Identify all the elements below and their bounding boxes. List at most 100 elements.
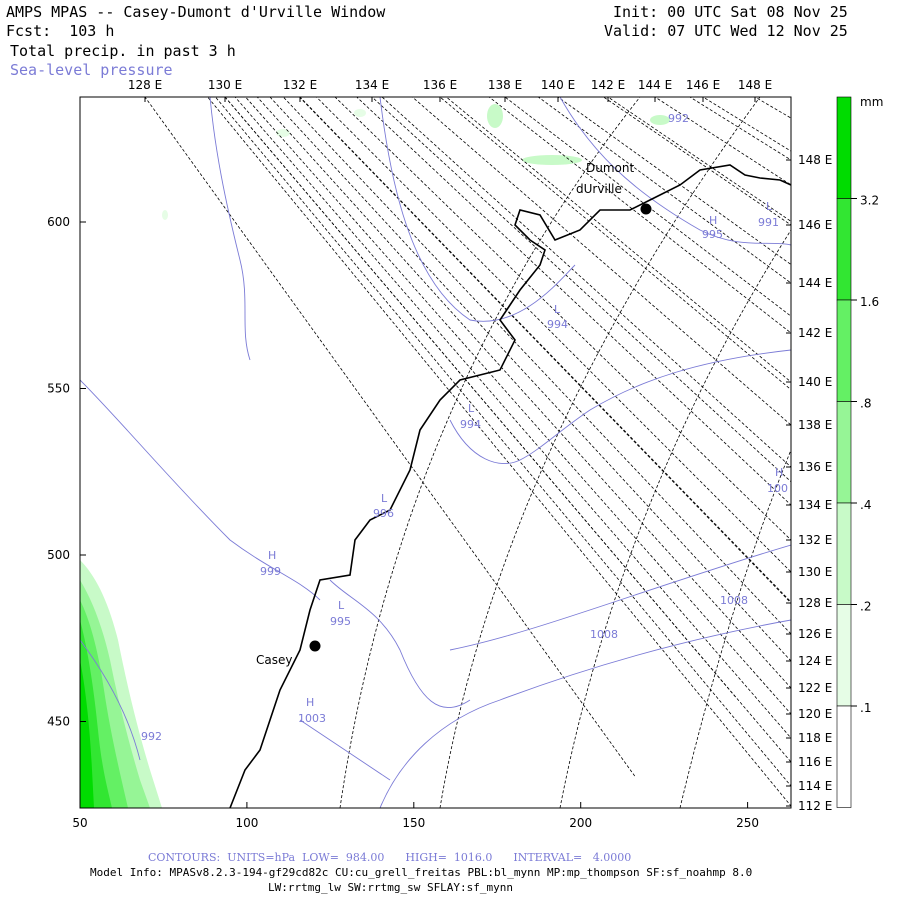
right-lon-label: 128 E xyxy=(798,596,832,610)
right-lon-label: 146 E xyxy=(798,218,832,232)
right-lon-label: 118 E xyxy=(798,731,832,745)
pressure-value: 995 xyxy=(702,228,723,241)
right-lon-label: 134 E xyxy=(798,498,832,512)
pressure-type: H xyxy=(268,549,276,562)
pressure-type: L xyxy=(554,303,561,316)
pressure-type: L xyxy=(338,599,345,612)
pressure-value: 991 xyxy=(758,216,779,229)
plot-frame xyxy=(79,96,792,809)
top-lon-label: 128 E xyxy=(128,78,162,92)
graticule-latitude xyxy=(339,97,791,808)
x-tick-label: 100 xyxy=(235,816,258,830)
colorbar-label: .4 xyxy=(860,498,871,512)
right-lon-label: 114 E xyxy=(798,779,832,793)
x-tick-label: 150 xyxy=(402,816,425,830)
right-lon-label: 144 E xyxy=(798,276,832,290)
right-lon-label: 140 E xyxy=(798,375,832,389)
right-lon-label: 142 E xyxy=(798,326,832,340)
pressure-value: 992 xyxy=(141,730,162,743)
pressure-type: L xyxy=(766,200,773,213)
pressure-contours xyxy=(80,97,791,808)
precip-colorbar: 3.2 1.6 .8 .4 .2 .1 xyxy=(836,96,879,808)
pressure-value: 1003 xyxy=(298,712,326,725)
pressure-value: 999 xyxy=(260,565,281,578)
x-tick-label: 50 xyxy=(72,816,87,830)
station-marker xyxy=(640,203,652,215)
station-label: dUrville xyxy=(576,182,622,196)
top-lon-label: 142 E xyxy=(591,78,625,92)
pressure-type: H xyxy=(709,214,717,227)
colorbar-segment xyxy=(836,96,852,199)
x-tick-label: 200 xyxy=(569,816,592,830)
colorbar-segment xyxy=(836,604,852,707)
right-lon-label: 116 E xyxy=(798,755,832,769)
right-lon-label: 122 E xyxy=(798,681,832,695)
pressure-value: 995 xyxy=(330,615,351,628)
colorbar-segment xyxy=(836,299,852,402)
right-lon-label: 120 E xyxy=(798,707,832,721)
field-primary: Total precip. in past 3 h xyxy=(10,42,236,60)
pressure-type: L xyxy=(468,402,475,415)
colorbar-segment xyxy=(836,705,852,808)
colorbar-label: 1.6 xyxy=(860,295,879,309)
station-label: Casey xyxy=(256,653,292,667)
top-lon-label: 130 E xyxy=(208,78,242,92)
field-secondary: Sea-level pressure xyxy=(10,61,173,79)
valid-time: Valid: 07 UTC Wed 12 Nov 25 xyxy=(604,22,848,40)
colorbar-label: .1 xyxy=(860,701,871,715)
top-lon-label: 146 E xyxy=(686,78,720,92)
model-info: Model Info: MPASv8.2.3-194-gf29cd82c CU:… xyxy=(90,866,753,879)
pressure-value: 994 xyxy=(547,318,568,331)
right-longitude-labels: 148 E 146 E 144 E 142 E 140 E 138 E 136 E 134 E… xyxy=(786,153,832,813)
coastline xyxy=(229,164,791,808)
right-lon-label: 138 E xyxy=(798,418,832,432)
pressure-value: 992 xyxy=(668,112,689,125)
y-tick-label: 500 xyxy=(47,548,70,562)
colorbar-label: .8 xyxy=(860,397,871,411)
right-lon-label: 112 E xyxy=(798,799,832,813)
pressure-type: L xyxy=(381,492,388,505)
pressure-type: H xyxy=(306,696,314,709)
pressure-value: 996 xyxy=(373,507,394,520)
pressure-value: 1008 xyxy=(590,628,618,641)
top-lon-label: 148 E xyxy=(738,78,772,92)
pressure-type: H xyxy=(775,466,783,479)
x-tick-label: 250 xyxy=(736,816,759,830)
init-time: Init: 00 UTC Sat 08 Nov 25 xyxy=(613,3,848,21)
model-info-2: LW:rrtmg_lw SW:rrtmg_sw SFLAY:sf_mynn xyxy=(268,881,514,894)
top-lon-label: 144 E xyxy=(638,78,672,92)
contour-info: CONTOURS: UNITS=hPa LOW= 984.00 HIGH= 10… xyxy=(148,851,632,864)
top-lon-label: 140 E xyxy=(541,78,575,92)
colorbar-label: .2 xyxy=(860,600,871,614)
y-tick-label: 550 xyxy=(47,382,70,396)
map-title: AMPS MPAS -- Casey-Dumont d'Urville Wind… xyxy=(6,3,386,21)
colorbar-unit: mm xyxy=(860,95,883,109)
y-tick-label: 450 xyxy=(47,715,70,729)
station-label: Dumont xyxy=(586,161,634,175)
station-marker xyxy=(309,640,321,652)
right-lon-label: 126 E xyxy=(798,627,832,641)
top-lon-label: 132 E xyxy=(283,78,317,92)
colorbar-segment xyxy=(836,502,852,605)
y-tick-label: 600 xyxy=(47,215,70,229)
right-lon-label: 130 E xyxy=(798,565,832,579)
right-lon-label: 124 E xyxy=(798,654,832,668)
precip-shading xyxy=(80,104,670,808)
right-lon-label: 136 E xyxy=(798,460,832,474)
forecast-hour: Fcst: 103 h xyxy=(6,22,115,40)
pressure-value: 994 xyxy=(460,418,481,431)
top-lon-label: 134 E xyxy=(355,78,389,92)
colorbar-segment xyxy=(836,198,852,301)
pressure-value: 100 xyxy=(767,482,788,495)
pressure-value: 1008 xyxy=(720,594,748,607)
top-longitude-labels: 128 E 130 E 132 E 134 E 136 E 138 E 140 E 142 E… xyxy=(128,78,772,102)
top-lon-label: 138 E xyxy=(488,78,522,92)
x-axis: 50 100 150 200 250 xyxy=(72,802,759,830)
graticule-longitude xyxy=(144,97,791,807)
colorbar-segment xyxy=(836,401,852,504)
y-axis: 600 550 500 450 xyxy=(47,215,86,729)
right-lon-label: 132 E xyxy=(798,533,832,547)
top-lon-label: 136 E xyxy=(423,78,457,92)
pressure-labels: H 995 L 991 992 L 994 L 994 L 996 H 999 … xyxy=(141,112,788,743)
